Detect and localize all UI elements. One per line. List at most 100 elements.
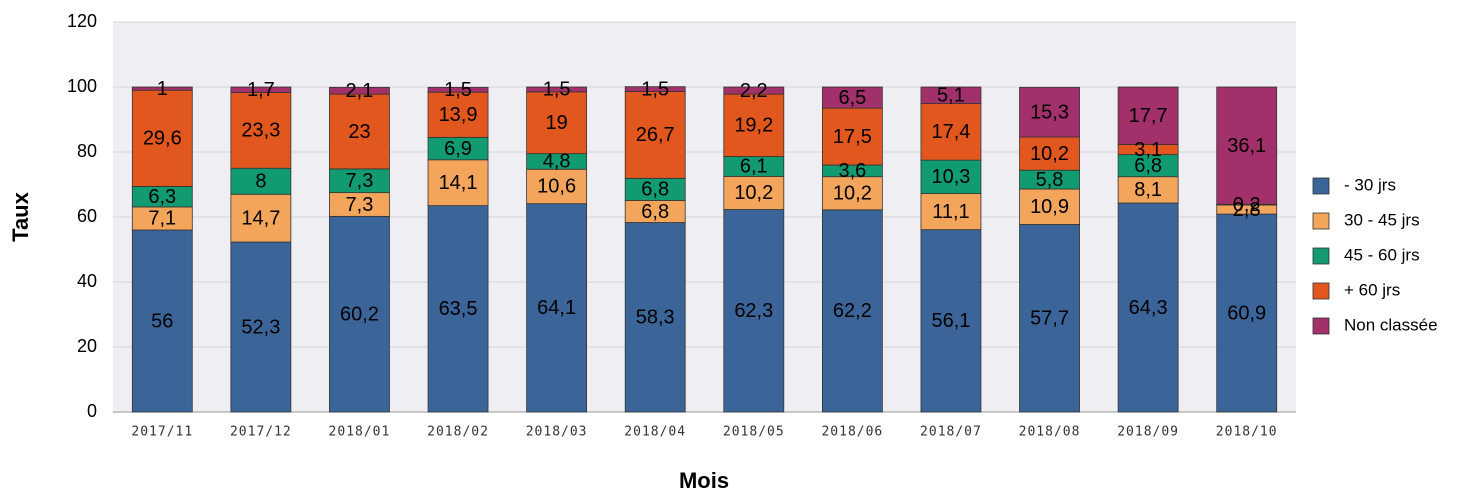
bar-segment: [526, 168, 588, 205]
data-label: 2,2: [740, 80, 768, 102]
x-tick-label: 2018/04: [624, 425, 686, 440]
bar-segment: [427, 91, 489, 138]
bar-segment: [230, 92, 292, 169]
bar-segment: [723, 93, 785, 157]
legend-label: + 60 jrs: [1344, 280, 1400, 299]
bar-segment: [920, 159, 982, 194]
data-label: 6,8: [1134, 155, 1162, 177]
data-label: 58,3: [636, 307, 675, 329]
data-label: 8: [255, 171, 266, 193]
bar-segment: [821, 86, 883, 109]
bar-segment: [526, 203, 588, 413]
bar-segment: [1117, 176, 1179, 204]
y-tick-label: 20: [77, 336, 97, 356]
data-label: 3,6: [838, 160, 866, 182]
x-tick-label: 2018/09: [1117, 425, 1179, 440]
data-label: 23: [348, 121, 370, 143]
data-label: 11,1: [932, 201, 969, 223]
data-label: 15,3: [1030, 101, 1069, 123]
bar-segment: [1019, 86, 1080, 138]
data-label: 17,7: [1129, 105, 1168, 127]
bar-segment: [329, 86, 390, 95]
bar-segment: [920, 193, 982, 231]
data-label: 56,1: [931, 310, 970, 332]
y-tick-label: 60: [77, 206, 97, 226]
data-label: 2,1: [346, 80, 374, 102]
x-tick-label: 2018/10: [1216, 425, 1278, 440]
x-tick-label: 2018/02: [427, 425, 489, 440]
data-label: 23,3: [241, 120, 280, 142]
data-label: 5,1: [937, 85, 965, 107]
legend-label: 30 - 45 jrs: [1344, 210, 1420, 229]
bar-segment: [427, 159, 489, 207]
bar-segment: [723, 209, 785, 413]
bar-segment: [1216, 86, 1278, 205]
data-label: 63,5: [439, 298, 478, 320]
data-label: 7,3: [346, 170, 374, 192]
legend-swatch: [1312, 282, 1330, 300]
bar-segment: [920, 103, 982, 161]
y-tick-label: 40: [77, 271, 97, 291]
bar-segment: [230, 167, 292, 195]
data-label: 7,3: [346, 194, 374, 216]
bar-segment: [131, 86, 193, 91]
data-label: 10,2: [734, 182, 773, 204]
x-tick-label: 2017/12: [230, 425, 292, 440]
data-label: 10,6: [537, 176, 576, 198]
data-label: 14,1: [439, 172, 478, 194]
data-label: 60,9: [1227, 302, 1266, 324]
data-label: 6,8: [641, 201, 669, 223]
data-label: 60,2: [340, 303, 379, 325]
bar-segment: [427, 86, 489, 93]
bar-segment: [624, 86, 686, 92]
data-label: 3,1: [1134, 139, 1162, 161]
data-label: 5,8: [1036, 169, 1064, 191]
data-label: 1,5: [444, 79, 472, 101]
x-tick-label: 2018/06: [821, 425, 883, 440]
bar-segment: [329, 215, 390, 413]
x-tick-label: 2018/03: [526, 425, 588, 440]
bar-segment: [1019, 188, 1080, 225]
data-label: 64,3: [1129, 297, 1168, 319]
y-axis-title: Taux: [8, 191, 33, 241]
data-label: 6,8: [641, 179, 669, 201]
bar-segment: [427, 205, 489, 413]
bar-segment: [1117, 86, 1179, 145]
bar-segment: [1019, 136, 1080, 171]
data-label: 10,2: [833, 183, 872, 205]
legend-swatch: [1312, 177, 1330, 195]
data-label: 29,6: [143, 128, 182, 150]
data-label: 62,3: [734, 300, 773, 322]
bar-segment: [230, 193, 292, 243]
bar-segment: [920, 229, 982, 413]
bar-segment: [624, 222, 686, 413]
bar-segment: [131, 89, 193, 187]
data-label: 1,7: [247, 79, 275, 101]
data-label: 4,8: [543, 151, 571, 173]
x-tick-label: 2018/08: [1019, 425, 1081, 440]
x-tick-label: 2018/07: [920, 425, 982, 440]
legend-swatch: [1312, 247, 1330, 265]
legend-label: Non classée: [1344, 315, 1438, 334]
bar-segment: [821, 209, 883, 413]
bar-segment: [624, 91, 686, 179]
data-label: 10,3: [931, 166, 970, 188]
y-tick-label: 0: [87, 401, 97, 421]
legend-label: - 30 jrs: [1344, 175, 1396, 194]
data-label: 19,2: [734, 115, 773, 137]
bar-segment: [821, 176, 883, 211]
legend-label: 45 - 60 jrs: [1344, 245, 1420, 264]
legend-swatch: [1312, 317, 1330, 335]
data-label: 10,9: [1030, 196, 1069, 218]
bar-segment: [526, 86, 588, 93]
legend-swatch: [1312, 212, 1330, 230]
data-label: 17,4: [931, 121, 970, 143]
data-label: 6,3: [148, 186, 176, 208]
data-label: 10,2: [1030, 143, 1069, 165]
bar-segment: [230, 241, 292, 413]
data-label: 17,5: [833, 126, 872, 148]
data-label: 26,7: [636, 124, 675, 146]
data-label: 2,8: [1233, 199, 1261, 221]
x-tick-label: 2017/11: [131, 425, 193, 440]
